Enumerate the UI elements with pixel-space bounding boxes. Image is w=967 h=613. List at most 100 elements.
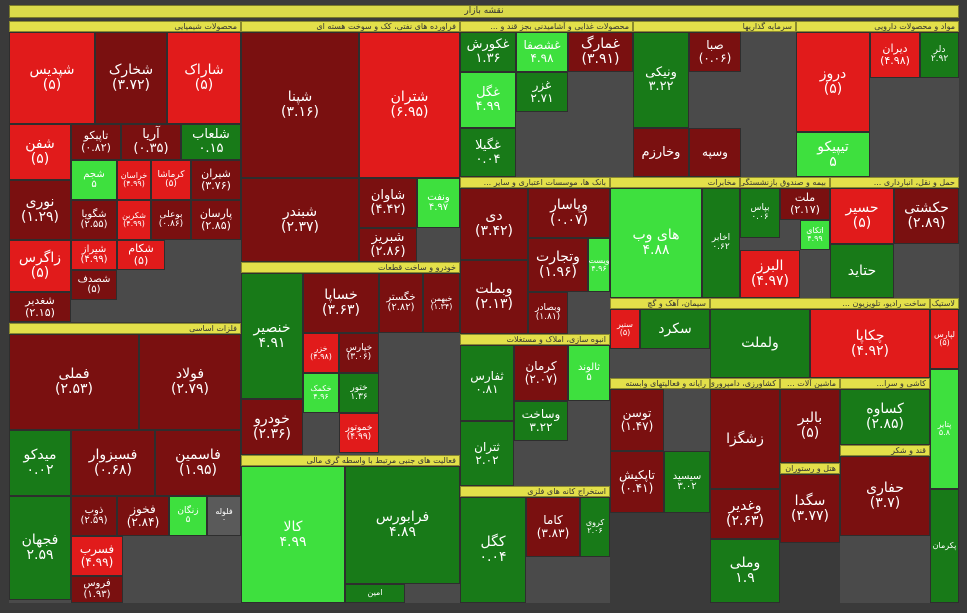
stock-tile[interactable]: فلوله ۰: [207, 496, 241, 536]
stock-tile[interactable]: خگستر (۲.۸۲): [379, 273, 423, 333]
stock-tile[interactable]: شگویا (۲.۵۵): [71, 200, 117, 240]
stock-tile[interactable]: فروس (۱.۹۳): [71, 576, 123, 603]
stock-tile[interactable]: وساخت ۳.۲۲: [514, 401, 568, 441]
stock-tile[interactable]: چکاپا (۴.۹۲): [810, 309, 930, 378]
sector-header[interactable]: بانک ها، موسسات اعتباری و سایر ...: [460, 177, 610, 188]
stock-tile[interactable]: ختور ۱.۳۶: [339, 373, 379, 413]
stock-tile[interactable]: کرمان (۲.۰۷): [514, 345, 568, 401]
stock-tile[interactable]: فولاد (۲.۷۹): [139, 334, 241, 430]
stock-tile[interactable]: وبصادر (۱.۸۱): [528, 292, 568, 334]
stock-tile[interactable]: خراسان (۴.۹۹): [117, 160, 151, 200]
stock-tile[interactable]: میدکو ۰.۰۲: [9, 430, 71, 496]
sector-header[interactable]: مواد و محصولات دارویی: [796, 21, 959, 32]
stock-tile[interactable]: وپاسار (۰.۰۷): [528, 188, 610, 238]
stock-tile[interactable]: فرابورس ۴.۸۹: [345, 466, 460, 584]
stock-tile[interactable]: ثتران ۲.۰۲: [460, 421, 514, 486]
stock-tile[interactable]: های وب ۴.۸۸: [610, 188, 702, 298]
stock-tile[interactable]: خنصیر ۴.۹۱: [241, 273, 303, 399]
stock-tile[interactable]: بپاس ۰.۰۶: [740, 188, 780, 238]
stock-tile[interactable]: پارسان (۲.۸۵): [191, 200, 241, 240]
stock-tile[interactable]: غکورش ۱.۳۶: [460, 32, 516, 72]
stock-tile[interactable]: سگدا (۳.۷۷): [780, 474, 840, 543]
stock-tile[interactable]: شبریز (۲.۸۶): [359, 228, 417, 262]
stock-tile[interactable]: اتکای ۴.۹۹: [800, 220, 830, 250]
sector-header[interactable]: خودرو و ساخت قطعات: [241, 262, 460, 273]
sector-header[interactable]: کشاورزی، دامپروری ...: [710, 378, 780, 389]
stock-tile[interactable]: سنیر (۵): [610, 309, 640, 349]
stock-tile[interactable]: حتاید: [830, 244, 894, 298]
stock-tile[interactable]: پتایر ۵.۸: [930, 369, 959, 489]
stock-tile[interactable]: شلعاب ۰.۱۵: [181, 124, 241, 160]
stock-tile[interactable]: سکرد: [640, 309, 710, 349]
stock-tile[interactable]: شغدیر (۲.۱۵): [9, 292, 71, 322]
stock-tile[interactable]: ثفارس ۰.۸۱: [460, 345, 514, 421]
stock-tile[interactable]: حفاری (۳.۷): [840, 456, 930, 536]
sector-header[interactable]: ساخت رادیو، تلویزیون ...: [710, 298, 930, 309]
stock-tile[interactable]: شپنا (۳.۱۶): [241, 32, 359, 178]
stock-tile[interactable]: توسن (۱.۴۷): [610, 389, 664, 451]
stock-tile[interactable]: تاپیکو (۰.۸۲): [71, 124, 121, 160]
stock-tile[interactable]: زشگزا: [710, 389, 780, 489]
sector-header[interactable]: سرمایه گذاریها: [633, 21, 796, 32]
stock-tile[interactable]: ذوب (۲.۵۹): [71, 496, 117, 536]
stock-tile[interactable]: فسرب (۴.۹۹): [71, 536, 123, 576]
sector-header[interactable]: فلزات اساسی: [9, 323, 241, 334]
stock-tile[interactable]: شبندر (۲.۳۷): [241, 178, 359, 262]
stock-tile[interactable]: ثالوند ۵: [568, 345, 610, 401]
stock-tile[interactable]: ولملت: [710, 309, 810, 378]
stock-tile[interactable]: شتران (۶.۹۵): [359, 32, 460, 178]
stock-tile[interactable]: غگیلا ۰.۰۴: [460, 128, 516, 177]
stock-tile[interactable]: وملی ۱.۹: [710, 539, 780, 603]
stock-tile[interactable]: شاوان (۴.۴۲): [359, 178, 417, 228]
stock-tile[interactable]: شپدیس (۵): [9, 32, 95, 124]
stock-tile[interactable]: کاما (۳.۸۳): [526, 497, 580, 557]
stock-tile[interactable]: تاپکیش (۰.۴۱): [610, 451, 664, 513]
stock-tile[interactable]: شخارک (۳.۷۲): [95, 32, 167, 124]
stock-tile[interactable]: غگل ۴.۹۹: [460, 72, 516, 128]
sector-header[interactable]: هتل و رستوران: [780, 463, 840, 474]
stock-tile[interactable]: فملی (۲.۵۳): [9, 334, 139, 430]
stock-tile[interactable]: خموتور (۴.۹۹): [339, 413, 379, 453]
stock-tile[interactable]: دلر ۲.۹۲: [920, 32, 959, 78]
stock-tile[interactable]: خکمک ۴.۹۶: [303, 373, 339, 413]
stock-tile[interactable]: لپارس (۵): [930, 309, 959, 369]
stock-tile[interactable]: وبملت (۲.۱۳): [460, 260, 528, 334]
sector-header[interactable]: انبوه سازی، املاک و مستغلات: [460, 334, 610, 345]
stock-tile[interactable]: بالبر (۵): [780, 389, 840, 463]
stock-tile[interactable]: ونیکی ۳.۲۲: [633, 32, 689, 128]
stock-tile[interactable]: نوری (۱.۲۹): [9, 180, 71, 240]
sector-header[interactable]: سیمان، آهک و گچ: [610, 298, 710, 309]
stock-tile[interactable]: امین: [345, 584, 405, 603]
stock-tile[interactable]: پکرمان: [930, 489, 959, 603]
stock-tile[interactable]: دروز (۵): [796, 32, 870, 132]
stock-tile[interactable]: شیراز (۴.۹۹): [71, 240, 117, 270]
sector-header[interactable]: حمل و نقل، انبارداری ...: [830, 177, 959, 188]
stock-tile[interactable]: تیپیکو ۵: [796, 132, 870, 177]
stock-tile[interactable]: دیران (۴.۹۸): [870, 32, 920, 78]
stock-tile[interactable]: فجهان ۲.۵۹: [9, 496, 71, 600]
stock-tile[interactable]: شفن (۵): [9, 124, 71, 180]
stock-tile[interactable]: شجم ۵: [71, 160, 117, 200]
stock-tile[interactable]: کساوه (۲.۸۵): [840, 389, 930, 445]
stock-tile[interactable]: فخوز (۲.۸۴): [117, 496, 169, 536]
stock-tile[interactable]: خپارس (۳.۰۶): [339, 333, 379, 373]
stock-tile[interactable]: کگل ۰.۰۴: [460, 497, 526, 603]
stock-tile[interactable]: شاراک (۵): [167, 32, 241, 124]
sector-header[interactable]: لاستیک و پلاستیک: [930, 298, 959, 309]
stock-tile[interactable]: فاسمین (۱.۹۵): [155, 430, 241, 496]
stock-tile[interactable]: حکشتی (۲.۸۹): [894, 188, 959, 244]
stock-tile[interactable]: شکربن (۴.۹۹): [117, 200, 151, 240]
stock-tile[interactable]: کروی ۲.۰۶: [580, 497, 610, 557]
stock-tile[interactable]: ملت (۲.۱۷): [780, 188, 830, 220]
stock-tile[interactable]: سیسید ۳.۰۲: [664, 451, 710, 513]
sector-header[interactable]: ماشین آلات ...: [780, 378, 840, 389]
stock-tile[interactable]: خزر (۴.۹۸): [303, 333, 339, 373]
stock-tile[interactable]: خودرو (۲.۳۶): [241, 399, 303, 455]
stock-tile[interactable]: خبهمن (۱.۳۴): [423, 273, 460, 333]
stock-tile[interactable]: ونفت ۴.۹۷: [417, 178, 460, 228]
stock-tile[interactable]: شیران (۳.۷۶): [191, 160, 241, 200]
stock-tile[interactable]: شصدف (۵): [71, 270, 117, 300]
sector-header[interactable]: مخابرات: [610, 177, 740, 188]
stock-tile[interactable]: کرماشا (۵): [151, 160, 191, 200]
stock-tile[interactable]: ویست ۴.۹۶: [588, 238, 610, 292]
